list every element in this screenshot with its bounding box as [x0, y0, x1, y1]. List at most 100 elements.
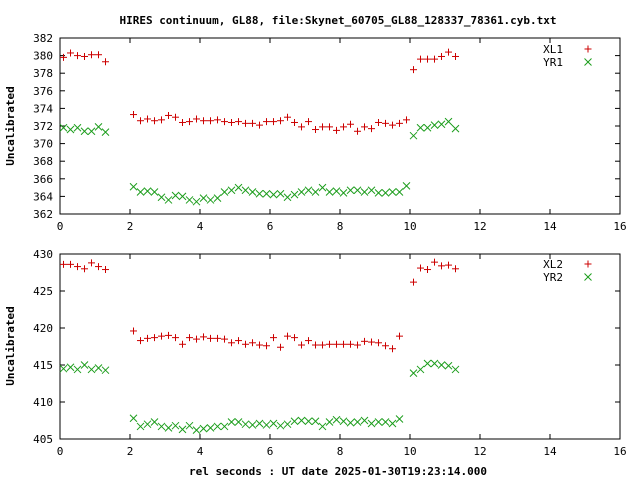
top-point-yr1 — [178, 192, 187, 201]
top-point-yr1 — [241, 186, 250, 195]
top-point-xl1 — [186, 118, 193, 126]
bottom-point-xl2 — [263, 342, 270, 350]
bottom-plot-frame — [59, 253, 621, 440]
top-point-yr1 — [346, 186, 355, 195]
top-point-xl1 — [445, 48, 452, 56]
top-y-tick-label: 368 — [33, 155, 53, 168]
top-point-xl1 — [340, 123, 347, 131]
bottom-point-yr2 — [59, 364, 68, 373]
top-point-xl1 — [144, 115, 151, 123]
bottom-point-xl2 — [312, 341, 319, 349]
top-point-xl1 — [214, 116, 221, 124]
bottom-point-yr2 — [346, 418, 355, 427]
bottom-x-tick-label: 4 — [197, 445, 204, 458]
bottom-point-xl2 — [221, 335, 228, 343]
top-x-tick-label: 0 — [57, 220, 64, 233]
top-point-yr1 — [318, 183, 327, 192]
top-point-yr1 — [395, 188, 404, 196]
bottom-point-yr2 — [94, 364, 103, 372]
top-point-xl1 — [74, 52, 81, 60]
bottom-point-yr2 — [423, 359, 432, 368]
top-y-tick-label: 382 — [33, 32, 53, 45]
top-point-xl1 — [165, 111, 172, 119]
bottom-point-xl2 — [319, 341, 326, 349]
top-x-tick-label: 8 — [337, 220, 344, 233]
top-point-xl1 — [347, 120, 354, 128]
top-point-xl1 — [438, 52, 445, 60]
bottom-point-yr2 — [325, 418, 334, 426]
top-point-xl1 — [389, 121, 396, 129]
bottom-point-yr2 — [262, 421, 271, 429]
bottom-point-yr2 — [136, 422, 145, 431]
bottom-point-xl2 — [270, 334, 277, 342]
bottom-point-xl2 — [438, 262, 445, 270]
bottom-point-yr2 — [311, 417, 320, 426]
bottom-point-xl2 — [431, 258, 438, 266]
top-point-yr1 — [143, 187, 152, 195]
bottom-point-xl2 — [151, 334, 158, 342]
top-point-yr1 — [360, 188, 369, 196]
bottom-point-xl2 — [242, 340, 249, 348]
top-point-xl1 — [263, 118, 270, 126]
top-y-tick-label: 380 — [33, 50, 53, 63]
top-point-yr1 — [80, 127, 89, 136]
top-point-yr1 — [388, 188, 397, 196]
top-point-xl1 — [179, 118, 186, 126]
bottom-point-xl2 — [277, 343, 284, 351]
top-point-xl1 — [235, 118, 242, 126]
bottom-point-yr2 — [206, 424, 215, 432]
top-point-xl1 — [403, 116, 410, 124]
bottom-point-yr2 — [297, 416, 306, 425]
top-point-xl1 — [151, 117, 158, 125]
bottom-y-tick-label: 425 — [33, 285, 53, 298]
bottom-y-tick-label: 415 — [33, 359, 53, 372]
top-point-yr1 — [416, 123, 425, 132]
bottom-point-yr2 — [248, 421, 257, 429]
top-point-yr1 — [276, 189, 285, 198]
top-point-xl1 — [326, 123, 333, 131]
bottom-point-xl2 — [284, 332, 291, 340]
bottom-x-tick-label: 0 — [57, 445, 64, 458]
top-point-xl1 — [298, 123, 305, 131]
bottom-point-xl2 — [200, 333, 207, 341]
top-point-yr1 — [437, 120, 446, 129]
bottom-point-yr2 — [80, 361, 89, 369]
bottom-x-tick-label: 10 — [403, 445, 416, 458]
top-point-yr1 — [381, 189, 390, 197]
bottom-point-yr2 — [164, 424, 173, 432]
bottom-point-xl2 — [396, 332, 403, 340]
top-point-yr1 — [59, 123, 68, 132]
bottom-point-yr2 — [101, 366, 110, 375]
bottom-y-axis-label: Uncalibrated — [4, 306, 17, 385]
top-point-yr1 — [248, 188, 257, 196]
top-point-yr1 — [325, 188, 334, 196]
bottom-point-yr2 — [234, 418, 243, 426]
top-point-yr1 — [157, 193, 166, 202]
top-point-yr1 — [136, 188, 145, 196]
top-point-yr1 — [297, 188, 306, 196]
top-point-xl1 — [424, 55, 431, 63]
bottom-point-yr2 — [437, 361, 446, 369]
bottom-point-xl2 — [158, 332, 165, 340]
bottom-point-xl2 — [354, 341, 361, 349]
bottom-point-xl2 — [368, 338, 375, 346]
top-point-yr1 — [402, 181, 411, 190]
top-y-tick-label: 364 — [33, 190, 53, 203]
bottom-point-yr2 — [339, 417, 348, 426]
top-point-xl1 — [249, 119, 256, 127]
bottom-point-yr2 — [381, 418, 390, 426]
top-point-yr1 — [192, 197, 201, 206]
bottom-point-xl2 — [60, 260, 67, 268]
bottom-point-yr2 — [220, 422, 229, 431]
top-y-tick-label: 374 — [33, 102, 53, 115]
top-point-yr1 — [374, 189, 383, 197]
bottom-x-tick-label: 16 — [613, 445, 626, 458]
bottom-point-xl2 — [375, 339, 382, 347]
bottom-point-xl2 — [102, 266, 109, 274]
bottom-panel: Uncalibrated XL2 YR2 0 2 4 6 8 10 12 14 16 405 410… — [4, 248, 627, 458]
bottom-point-xl2 — [333, 340, 340, 348]
top-point-yr1 — [94, 123, 103, 131]
bottom-point-yr2 — [199, 424, 208, 433]
top-x-tick-label: 16 — [613, 220, 626, 233]
